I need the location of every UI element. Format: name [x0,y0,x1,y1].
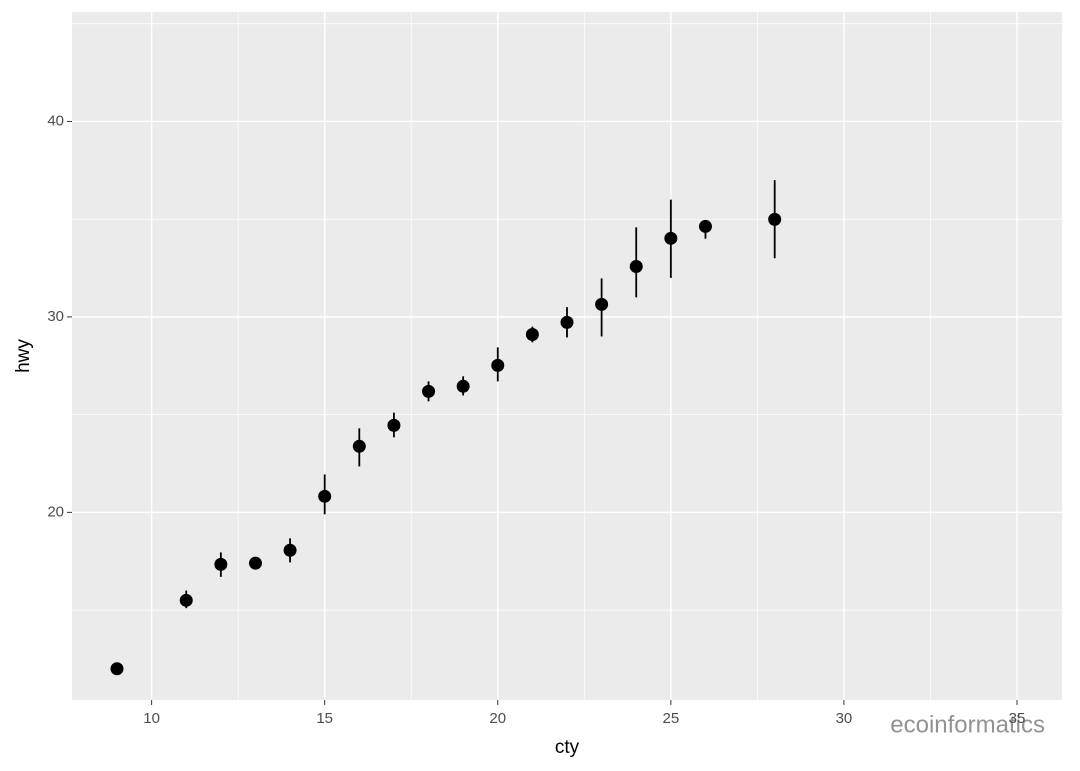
y-axis-title: hwy [13,339,34,373]
point [179,593,193,607]
point [560,315,574,329]
point [491,358,505,372]
y-tick-label: 30 [47,308,64,325]
x-tick-label: 10 [143,710,160,727]
point [595,297,609,311]
point [318,489,332,503]
point [768,212,782,226]
y-tick-label: 20 [47,503,64,520]
y-tick-label: 40 [47,112,64,129]
x-tick-label: 30 [836,710,853,727]
x-tick-label: 15 [316,710,333,727]
x-tick-label: 25 [663,710,680,727]
point [352,439,366,453]
point [110,662,124,676]
point [456,379,470,393]
point [387,418,401,432]
watermark: ecoinformatics [890,711,1045,738]
point [629,259,643,273]
point [664,231,678,245]
x-tick-label: 35 [1009,710,1026,727]
panel [72,12,1062,700]
point [214,557,228,571]
point [422,384,436,398]
marks [110,180,782,676]
x-tick-label: 20 [489,710,506,727]
point [283,543,297,557]
point [248,556,262,570]
point [698,219,712,233]
point [525,328,539,341]
x-axis-title: cty [555,737,580,758]
